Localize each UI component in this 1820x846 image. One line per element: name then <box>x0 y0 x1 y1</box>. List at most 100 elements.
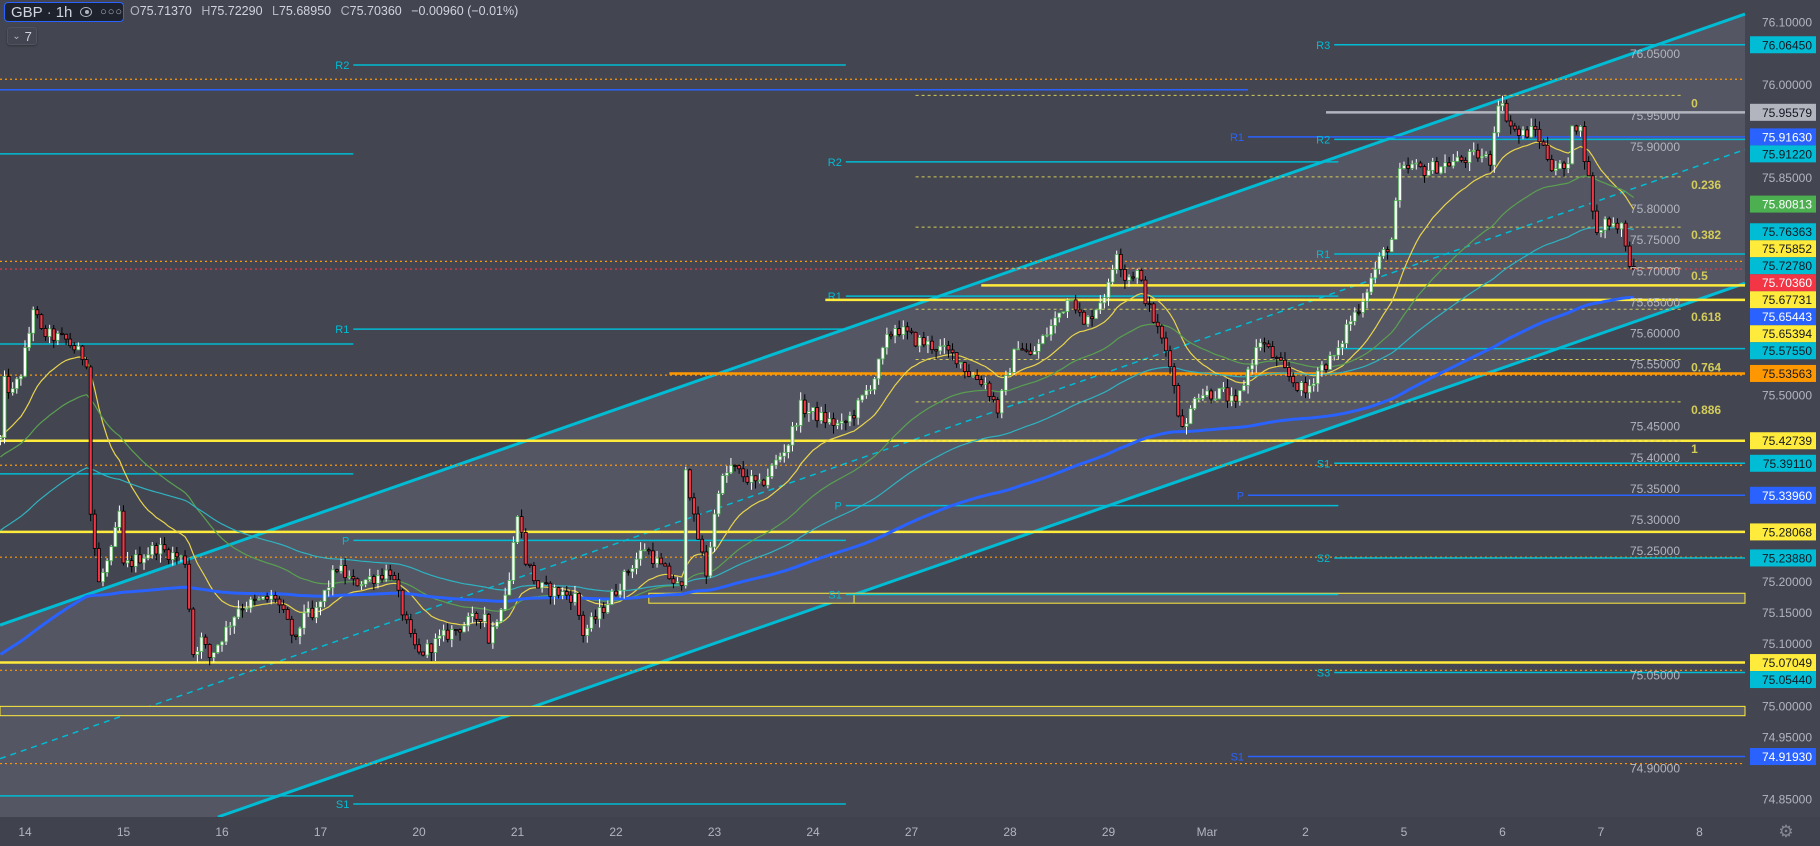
candle-up <box>1012 348 1017 373</box>
candle-down <box>1525 129 1530 138</box>
indicators-toggle-button[interactable]: ⌄ 7 <box>7 27 37 45</box>
candle-up <box>462 625 467 633</box>
channel-median-line[interactable] <box>0 148 1746 760</box>
candle-down <box>556 587 561 596</box>
price-tick-label: 75.55000 <box>1630 358 1680 372</box>
candle-up <box>261 596 265 600</box>
candle-up <box>224 626 229 643</box>
pivot-label: S3 <box>1317 668 1330 680</box>
candle-up <box>597 607 602 620</box>
candle-up <box>1389 239 1394 253</box>
candle-down <box>252 598 257 601</box>
candle-down <box>564 591 569 596</box>
candle-down <box>293 634 298 637</box>
candle-up <box>835 422 840 426</box>
candle-up <box>220 641 224 646</box>
price-tick-label: 74.85000 <box>1762 793 1812 807</box>
candle-down <box>593 616 598 620</box>
candle-down <box>72 345 77 351</box>
candle-up <box>1430 161 1435 171</box>
candle-up <box>1619 222 1624 230</box>
candle-down <box>1324 364 1328 370</box>
candle-down <box>80 345 85 360</box>
candle-up <box>244 607 249 610</box>
candle-up <box>1250 364 1255 370</box>
time-tick-label: 28 <box>1003 825 1017 839</box>
price-badge-text: 75.91220 <box>1762 147 1812 161</box>
gear-icon[interactable]: ⚙ <box>1778 822 1794 841</box>
candle-up <box>359 583 364 587</box>
price-tick-label: 75.40000 <box>1630 451 1680 465</box>
candle-down <box>601 607 606 613</box>
candle-up <box>318 601 323 608</box>
moving-averages <box>0 141 1635 656</box>
pivot-label: R1 <box>1230 132 1244 144</box>
candle-down <box>1077 309 1082 313</box>
low-key: L <box>272 4 279 18</box>
candle-up <box>786 444 791 453</box>
candle-up <box>798 399 803 426</box>
time-tick-label: 17 <box>314 825 328 839</box>
candle-down <box>1627 245 1632 267</box>
separator: · <box>46 3 52 21</box>
symbol-interval-box[interactable]: GBP · 1h ○○○ <box>4 2 124 22</box>
candle-down <box>1073 299 1078 311</box>
candle-up <box>1040 335 1045 345</box>
candle-down <box>51 328 56 341</box>
zone-box[interactable] <box>0 705 1746 717</box>
price-tick-label: 75.10000 <box>1762 637 1812 651</box>
candle-down <box>474 612 479 620</box>
candle-up <box>708 546 713 577</box>
candle-down <box>532 565 536 582</box>
channel-lower-line[interactable] <box>217 281 1746 819</box>
candle-up <box>158 544 163 555</box>
candle-up <box>1492 132 1497 166</box>
candle-down <box>897 328 902 336</box>
candle-down <box>138 554 142 564</box>
pivot-label: R1 <box>335 324 349 336</box>
high-value: 75.72290 <box>210 4 263 18</box>
interval[interactable]: 1h <box>55 3 73 21</box>
time-tick-label: 14 <box>18 825 32 839</box>
time-tick-label: 20 <box>412 825 426 839</box>
candle-up <box>1003 374 1008 391</box>
candle-down <box>1623 222 1628 247</box>
pivot-label: P <box>834 501 841 513</box>
candle-up <box>1393 200 1398 240</box>
candle-up <box>113 527 118 548</box>
candle-up <box>1410 163 1415 169</box>
candle-up <box>589 616 594 629</box>
candle-down <box>207 644 212 658</box>
candle-down <box>1151 303 1156 323</box>
candle-up <box>1061 311 1066 314</box>
candle-up <box>495 621 499 628</box>
candle-up <box>884 333 889 349</box>
candle-down <box>962 362 967 372</box>
zone-box[interactable] <box>648 592 1746 604</box>
more-dots-icon[interactable]: ○○○ <box>100 6 123 18</box>
eye-icon[interactable] <box>80 7 93 17</box>
price-tick-label: 75.50000 <box>1762 389 1812 403</box>
price-axis-labels[interactable]: 76.10000 76.05000 76.00000 75.95000 75.90000… <box>1630 16 1812 807</box>
channel-upper-line[interactable] <box>0 12 1746 627</box>
candle-up <box>14 378 19 390</box>
price-badge-text: 75.42739 <box>1762 434 1812 448</box>
price-tick-label: 75.05000 <box>1630 668 1680 682</box>
time-axis[interactable] <box>0 817 1820 846</box>
change-value: −0.00960 (−0.01%) <box>411 4 519 18</box>
candle-down <box>667 565 672 580</box>
candle-up <box>330 569 335 589</box>
candle-down <box>696 513 700 540</box>
pivot-label: S1 <box>336 799 349 811</box>
candle-up <box>1135 270 1140 279</box>
candle-up <box>1320 364 1324 372</box>
candle-down <box>486 613 491 644</box>
candle-down <box>408 619 413 634</box>
price-badge-text: 75.33960 <box>1762 489 1812 503</box>
candle-up <box>1237 390 1242 402</box>
candle-down <box>1594 210 1599 233</box>
candle-up <box>1307 385 1312 394</box>
parallel-channel[interactable] <box>0 12 1746 819</box>
candle-down <box>1590 175 1595 212</box>
